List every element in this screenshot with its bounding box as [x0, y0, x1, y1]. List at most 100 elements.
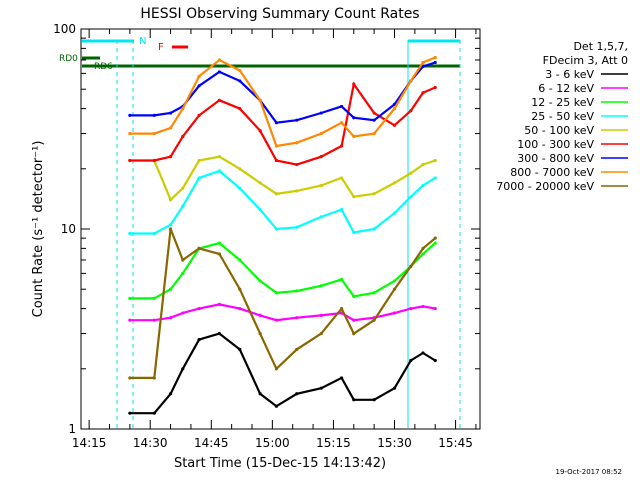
series-8 — [128, 227, 437, 380]
data-point — [319, 386, 323, 390]
x-tick-label: 14:30 — [133, 436, 168, 450]
y-tick-labels: 1 10 100 — [53, 22, 76, 436]
legend-header-line-2: FDecim 3, Att 0 — [543, 54, 628, 67]
data-point — [274, 404, 279, 408]
data-point — [258, 98, 262, 102]
data-point — [295, 189, 299, 193]
data-point — [352, 116, 356, 120]
legend-label: 25 - 50 keV — [531, 110, 594, 123]
y-tick-label: 10 — [61, 222, 76, 236]
data-point — [295, 316, 299, 320]
series-layer — [128, 55, 437, 415]
data-point — [339, 104, 344, 109]
data-point — [392, 279, 397, 283]
data-point — [274, 227, 279, 231]
data-point — [409, 171, 413, 175]
data-point — [128, 376, 132, 380]
data-point — [372, 398, 376, 402]
data-point — [421, 183, 425, 188]
data-point — [372, 227, 376, 231]
data-point — [152, 231, 156, 236]
data-point — [339, 144, 344, 148]
legend-label: 100 - 300 keV — [517, 138, 594, 151]
data-point — [152, 411, 156, 415]
data-point — [128, 231, 132, 236]
data-point — [217, 98, 222, 102]
data-point — [168, 223, 173, 227]
data-point — [295, 141, 299, 145]
data-point — [433, 60, 437, 65]
data-point — [258, 313, 262, 317]
data-point — [392, 287, 397, 291]
data-point — [421, 162, 425, 167]
data-point — [128, 318, 132, 322]
data-point — [339, 121, 344, 125]
data-point — [181, 271, 185, 275]
data-point — [392, 211, 397, 215]
data-point — [238, 186, 242, 190]
data-point — [258, 331, 262, 336]
data-point — [238, 79, 242, 83]
data-point — [238, 106, 242, 111]
legend-header-line-1: Det 1,5,7, — [573, 40, 628, 53]
data-point — [152, 113, 156, 117]
data-point — [168, 198, 173, 202]
y-tick-label: 1 — [68, 422, 76, 436]
data-point — [319, 313, 323, 317]
series-line — [129, 56, 436, 148]
data-point — [319, 284, 323, 288]
data-point — [409, 109, 413, 113]
series-4 — [128, 155, 437, 202]
data-point — [421, 246, 425, 250]
data-point — [197, 176, 201, 180]
data-point — [274, 121, 279, 125]
data-point — [392, 311, 397, 315]
data-point — [421, 60, 425, 65]
series-6 — [128, 60, 437, 125]
data-point — [319, 111, 323, 115]
chart-title: HESSI Observing Summary Count Rates — [140, 6, 419, 22]
data-point — [319, 131, 323, 136]
data-point — [409, 306, 413, 311]
y-tick-label: 100 — [53, 22, 76, 36]
data-point — [392, 106, 397, 111]
data-point — [181, 134, 185, 139]
x-axis-label: Start Time (15-Dec-15 14:13:42) — [174, 456, 386, 471]
data-point — [181, 186, 185, 190]
data-point — [421, 91, 425, 95]
data-point — [238, 287, 242, 291]
x-tick-label: 14:15 — [72, 436, 107, 450]
data-point — [409, 195, 413, 199]
series-1 — [128, 302, 437, 322]
data-point — [433, 306, 437, 311]
data-point — [217, 70, 222, 74]
data-point — [372, 131, 376, 136]
data-point — [168, 287, 173, 291]
data-point — [274, 367, 279, 371]
data-point — [339, 306, 344, 311]
data-point — [274, 158, 279, 163]
data-point — [152, 376, 156, 380]
rd0-flag-label: RD0 — [59, 54, 78, 64]
data-point — [238, 68, 242, 73]
data-point — [409, 79, 413, 83]
series-line — [129, 241, 436, 300]
series-line — [129, 169, 436, 235]
data-point — [181, 367, 185, 371]
y-axis-label: Count Rate (s⁻¹ detector⁻¹) — [31, 141, 46, 318]
series-2 — [128, 241, 437, 300]
data-point — [372, 291, 376, 295]
data-point — [352, 134, 356, 139]
data-point — [433, 236, 437, 240]
data-point — [168, 316, 173, 320]
data-point — [274, 192, 279, 196]
data-point — [433, 158, 437, 163]
data-point — [392, 386, 397, 390]
data-point — [433, 55, 437, 60]
data-point — [217, 331, 222, 336]
data-point — [274, 318, 279, 322]
data-point — [295, 289, 299, 293]
data-point — [128, 158, 132, 163]
data-point — [258, 208, 262, 212]
